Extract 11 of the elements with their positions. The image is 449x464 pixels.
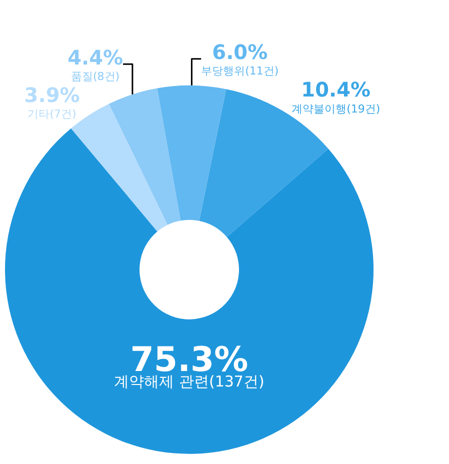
data-label: 3.9%	[24, 82, 80, 107]
slice-label: 부당행위(11건)	[201, 64, 279, 78]
data-label: 4.4%	[68, 45, 124, 70]
donut-slice	[108, 88, 181, 225]
slice-label: 계약불이행(19건)	[292, 102, 380, 116]
donut-slice	[5, 128, 374, 454]
data-label: 6.0%	[212, 40, 268, 64]
donut-slice	[157, 85, 226, 221]
slice-label: 품질(8건)	[71, 70, 120, 83]
data-label: 10.4%	[301, 78, 371, 102]
slice-label: 기타(7건)	[28, 107, 76, 120]
